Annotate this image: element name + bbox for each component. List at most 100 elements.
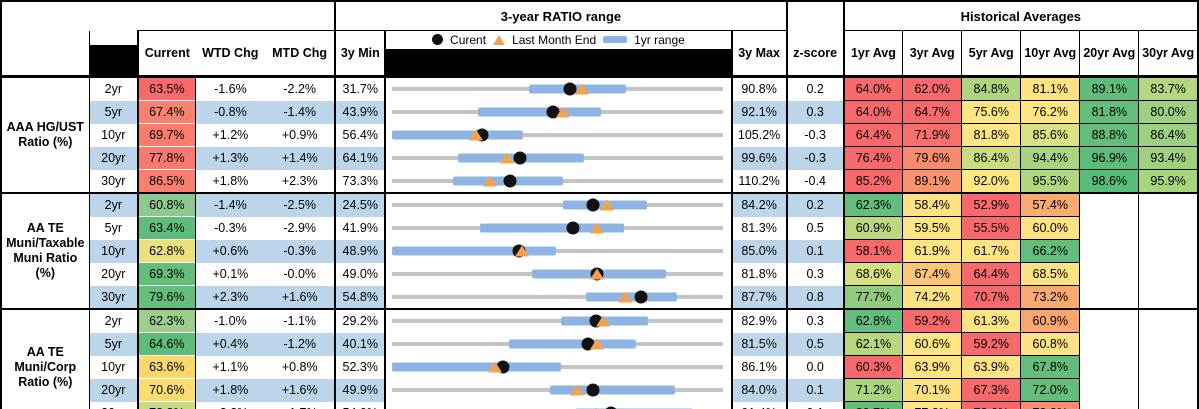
- cell-z-score: 0.5: [786, 216, 845, 240]
- cell-avg: 60.8%: [1020, 332, 1081, 356]
- cell-avg: 85.6%: [1020, 123, 1081, 147]
- col-header-mtd-chg: MTD Chg: [272, 46, 327, 60]
- legend-1yr-range-bar-icon: [603, 36, 628, 43]
- cell-avg: 95.9%: [1138, 169, 1199, 193]
- cell-avg: 61.3%: [961, 308, 1022, 333]
- cell-avg: 86.4%: [1138, 123, 1199, 147]
- cell-avg: 55.5%: [961, 216, 1022, 240]
- last-month-triangle-icon: [482, 175, 497, 187]
- 1yr-range-bar: [508, 339, 636, 349]
- current-dot-icon: [563, 82, 577, 96]
- cell-3y-max: 81.5%: [731, 332, 788, 356]
- cell-mtd-chg: -0.0%: [265, 262, 337, 286]
- cell-avg-empty: [1079, 192, 1140, 309]
- cell-z-score: -0.3: [786, 146, 845, 170]
- cell-wtd-chg: +1.3%: [195, 146, 266, 170]
- 1yr-range-bar: [477, 107, 601, 117]
- range-chart: [386, 311, 729, 332]
- cell-3y-min: 54.8%: [335, 285, 387, 309]
- cell-mtd-chg: -2.5%: [265, 192, 337, 217]
- range-chart-cell: [385, 239, 733, 263]
- range-chart-cell: [385, 146, 733, 170]
- legend-1yr-range-label: 1yr range: [634, 32, 685, 47]
- range-chart-cell: [385, 192, 733, 217]
- cell-3y-max: 105.2%: [731, 123, 788, 147]
- cell-current: 69.3%: [138, 262, 196, 286]
- 1yr-range-bar: [392, 130, 523, 140]
- cell-z-score: 0.2: [786, 75, 845, 101]
- range-chart-cell: [385, 262, 733, 286]
- cell-z-score: 0.1: [786, 239, 845, 263]
- cell-avg: 70.1%: [902, 378, 963, 402]
- data-row: 30yr78.8%+2.2%+1.7%54.0% 91.4%0.180.7%77.…: [1, 401, 1198, 409]
- cell-avg: 73.2%: [1020, 285, 1081, 309]
- cell-avg: 86.4%: [961, 146, 1022, 170]
- range-chart-header: Curent Last Month End 1yr range: [385, 30, 733, 78]
- cell-avg: 64.7%: [902, 100, 963, 124]
- data-row: 20yr 69.3% +0.1% -0.0% 49.0% 81.8% 0.3 68.6% 67.…: [1, 262, 1198, 286]
- cell-avg: 52.9%: [961, 192, 1022, 217]
- cell-avg: 96.9%: [1079, 146, 1140, 170]
- black-fill-block: [386, 49, 730, 74]
- current-dot-icon: [586, 198, 600, 212]
- data-row: 10yr 63.6% +1.1% +0.8% 52.3% 86.1% 0.0 60.3% 63.…: [1, 355, 1198, 379]
- range-chart-cell: [385, 285, 733, 309]
- cell-avg: 60.6%: [902, 332, 963, 356]
- range-chart-cell: [385, 378, 733, 402]
- data-row: 20yr 70.6% +1.8% +1.6% 49.9% 84.0% 0.1 71.2% 70.…: [1, 378, 1198, 402]
- last-month-triangle-icon: [599, 199, 614, 211]
- cell-3y-max: 84.2%: [731, 192, 788, 217]
- table-body: AAA HG/UST Ratio (%) 2yr 63.5% -1.6% -2.2% 31.…: [1, 75, 1199, 409]
- cell-avg: 59.2%: [902, 308, 963, 333]
- data-row: AA TE Muni/Corp Ratio (%) 2yr 62.3% -1.0% -1.1…: [1, 308, 1199, 409]
- cell-wtd-chg: +0.6%: [195, 239, 266, 263]
- cell-tenor: 10yr: [89, 355, 140, 379]
- last-month-triangle-icon: [555, 106, 570, 118]
- group-label-header: [1, 30, 90, 78]
- cell-avg: 64.4%: [843, 123, 904, 147]
- last-month-triangle-icon: [570, 384, 585, 396]
- range-chart: [386, 333, 729, 355]
- cell-avg: 74.2%: [902, 285, 963, 309]
- cell-current: 60.8%: [138, 192, 196, 217]
- cell-tenor: 2yr: [89, 192, 140, 217]
- cell-avg: 84.8%: [961, 75, 1022, 101]
- cell-mtd-chg: +0.9%: [265, 123, 337, 147]
- cell-z-score: 0.3: [786, 308, 845, 333]
- data-row: 20yr 77.8% +1.3% +1.4% 64.1% 99.6% -0.3 76.4% 79…: [1, 146, 1199, 170]
- range-track: [392, 105, 723, 119]
- cell-avg: 81.8%: [961, 123, 1022, 147]
- range-chart: [386, 286, 729, 308]
- range-chart: [386, 147, 729, 169]
- cell-avg-empty: [1079, 308, 1140, 409]
- cell-3y-max: 81.3%: [731, 216, 788, 240]
- col-header-wtd-chg: WTD Chg: [202, 46, 259, 60]
- cell-avg: 76.2%: [1020, 100, 1081, 124]
- data-row: 5yr 64.6% +0.4% -1.2% 40.1% 81.5% 0.5 62.1% 60.6…: [1, 332, 1198, 356]
- data-row: AAA HG/UST Ratio (%) 2yr 63.5% -1.6% -2.2% 31.…: [1, 75, 1199, 193]
- range-track: [392, 244, 723, 258]
- range-chart-cell: [385, 308, 733, 333]
- historical-averages-title: Historical Averages: [842, 0, 1199, 31]
- cell-mtd-chg: -2.9%: [265, 216, 337, 240]
- cell-tenor: 2yr: [89, 75, 140, 101]
- cell-current: 62.3%: [138, 308, 196, 333]
- range-chart: [386, 79, 729, 101]
- cell-tenor: 5yr: [89, 332, 140, 356]
- cell-current: 70.6%: [138, 378, 196, 402]
- cell-avg: 59.2%: [961, 332, 1022, 356]
- cell-current: 62.8%: [138, 239, 196, 263]
- cell-z-score: 0.8: [786, 285, 845, 309]
- col-header-5yr-avg: 5yr Avg: [961, 30, 1022, 78]
- cell-tenor: 5yr: [89, 100, 140, 124]
- header-row-columns: Current WTD Chg MTD Chg 3y Min Curent La…: [1, 30, 1199, 78]
- cell-3y-min: 40.1%: [335, 332, 387, 356]
- cell-current: 77.8%: [138, 146, 196, 170]
- cell-current: 78.8%: [138, 401, 196, 409]
- cell-z-score: 0.0: [786, 355, 845, 379]
- range-chart: [386, 379, 729, 401]
- cell-avg: 83.7%: [1138, 75, 1199, 101]
- cell-avg: 71.2%: [843, 378, 904, 402]
- last-month-triangle-icon: [515, 245, 530, 257]
- cell-avg: 71.9%: [902, 123, 963, 147]
